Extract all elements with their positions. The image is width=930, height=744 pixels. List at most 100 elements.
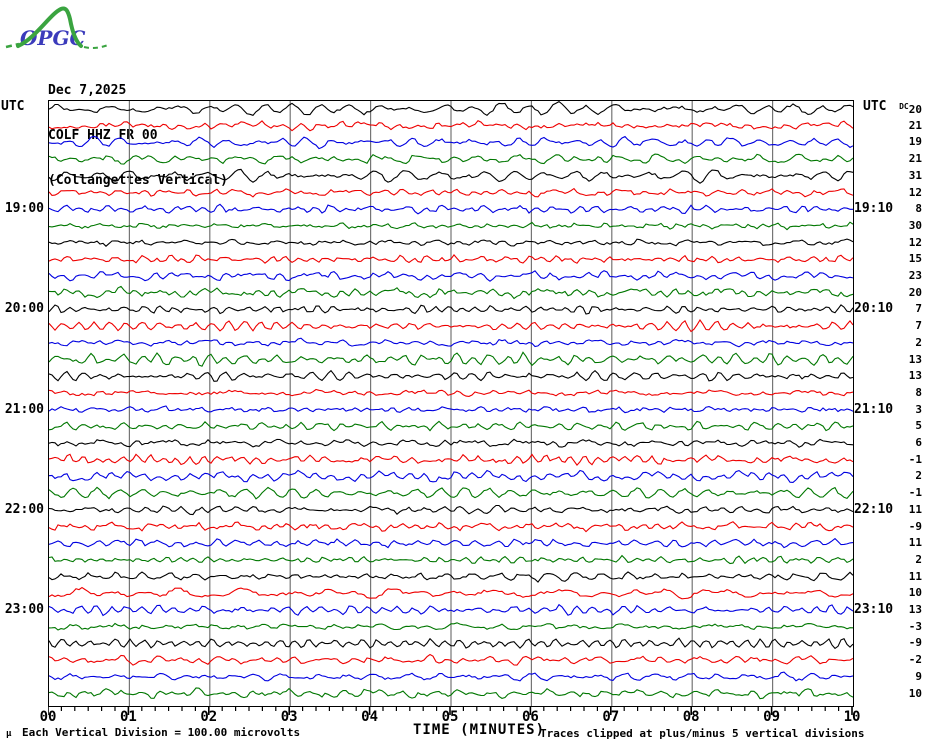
seismic-trace-row [49,221,853,231]
seismic-trace-row [49,135,853,150]
dc-offset-value: 19 [908,135,922,149]
x-axis-tick-label: 10 [843,709,861,725]
seismic-trace-row [49,637,853,650]
seismic-trace-row [49,270,853,282]
x-axis-tick-label: 01 [119,709,137,725]
dc-offset-value: 2 [915,552,922,566]
dc-offset-value: 8 [915,385,922,399]
seismic-trace-row [49,486,853,500]
dc-offset-value: 3 [915,402,922,416]
hour-label-right: 23:10 [854,602,894,617]
dc-offset-value: 13 [908,352,922,366]
x-axis-tick-label: 09 [763,709,781,725]
seismic-trace-row [49,622,853,631]
seismic-trace-row [49,653,853,666]
dc-offset-value: DC20 [899,102,922,116]
seismic-trace-row [49,388,853,397]
seismic-trace-row [49,203,853,215]
dc-offset-value: 8 [915,202,922,216]
dc-offset-value: 11 [908,536,922,550]
seismic-trace-row [49,453,853,466]
seismic-trace-row [49,318,853,333]
dc-offset-value: -9 [908,636,922,650]
x-axis-tick-label: 02 [200,709,218,725]
dc-offset-value: 15 [908,252,922,266]
x-axis-tick-label: 00 [39,709,57,725]
trace-canvas [49,101,853,706]
seismic-trace-row [49,554,853,565]
seismic-trace-row [49,603,853,617]
dc-offset-value: 30 [908,218,922,232]
dc-offset-value: 6 [915,436,922,449]
dc-offset-value: 7 [915,319,922,333]
seismic-trace-row [49,351,853,367]
dc-offset-value: -2 [908,653,922,667]
hour-label-left: 21:00 [4,401,44,417]
seismic-trace-row [49,586,853,600]
dc-offset-value: 20 [908,285,922,299]
dc-prefix-label: DC [899,102,909,111]
x-axis-tick-label: 07 [602,709,620,725]
seismic-trace-row [49,153,853,165]
seismic-trace-row [49,687,853,700]
seismic-trace-row [49,238,853,247]
dc-offset-value: 10 [908,686,922,700]
hour-label-left: 20:00 [4,301,44,317]
logo-curve [16,6,83,48]
seismic-trace-row [49,521,853,533]
seismic-trace-row [49,101,853,116]
seismic-trace-row [49,537,853,549]
vertical-scale-note: Each Vertical Division = 100.00 microvol… [22,726,301,739]
utc-header-right: UTC [863,99,887,114]
seismic-trace-row [49,168,853,184]
seismic-trace-row [49,337,853,348]
dc-offset-value: 11 [908,569,922,583]
dc-offset-value: 7 [915,302,922,316]
dc-offset-value: -1 [908,452,922,466]
seismic-trace-row [49,671,853,682]
seismogram-plot-area [48,100,854,707]
seismic-trace-row [49,304,853,315]
logo-dash-right [83,44,109,50]
hour-label-right: 20:10 [854,301,894,317]
dc-offset-value: 12 [908,185,922,199]
seismic-trace-row [49,469,853,483]
seismic-trace-row [49,438,853,448]
hour-label-left: 23:00 [4,602,44,617]
hour-label-right: 21:10 [854,401,894,417]
dc-offset-value: 2 [915,469,922,483]
header-station-description: (Collangettes Vertical) [48,173,229,188]
dc-offset-value: 31 [908,168,922,182]
dc-offset-value: -1 [908,486,922,500]
dc-offset-value: 23 [908,269,922,282]
seismic-trace-row [49,571,853,583]
dc-offset-value: 12 [908,235,922,249]
x-axis-title: TIME (MINUTES) [413,722,546,738]
dc-offset-value: 5 [915,419,922,433]
dc-offset-value: 11 [908,502,922,516]
clipping-note: Traces clipped at plus/minus 5 vertical … [540,727,865,740]
hour-label-right: 19:10 [854,201,894,217]
microvolt-symbol: µ [6,729,12,739]
x-axis-tick-label: 03 [280,709,298,725]
hour-label-right: 22:10 [854,501,894,517]
dc-offset-value: 2 [915,335,922,349]
seismic-trace-row [49,187,853,198]
seismic-trace-row [49,504,853,516]
header-date: Dec 7,2025 [48,83,127,98]
hour-label-left: 19:00 [4,201,44,217]
seismic-trace-row [49,369,853,382]
x-axis-ticks [48,706,853,715]
dc-offset-value: 9 [915,669,922,683]
dc-offset-value: 10 [908,586,922,600]
opgc-logo: OPGC [5,6,109,50]
dc-offset-value: 21 [908,152,922,166]
seismic-trace-row [49,285,853,300]
utc-header-left: UTC [1,99,25,114]
seismic-trace-row [49,120,853,132]
dc-offset-value: -9 [908,519,922,533]
hour-label-left: 22:00 [4,501,44,517]
seismic-trace-row [49,254,853,264]
dc-offset-value: -3 [908,619,922,633]
